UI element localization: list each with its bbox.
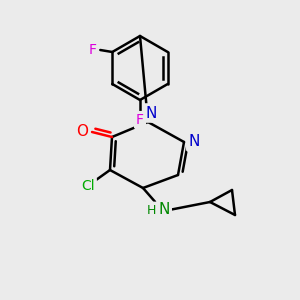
Text: N: N — [188, 134, 200, 149]
Text: N: N — [158, 202, 170, 217]
Text: Cl: Cl — [81, 179, 95, 193]
Text: H: H — [146, 203, 156, 217]
Text: O: O — [76, 124, 88, 140]
Text: N: N — [145, 106, 157, 121]
Text: F: F — [88, 43, 96, 57]
Text: F: F — [136, 113, 144, 127]
